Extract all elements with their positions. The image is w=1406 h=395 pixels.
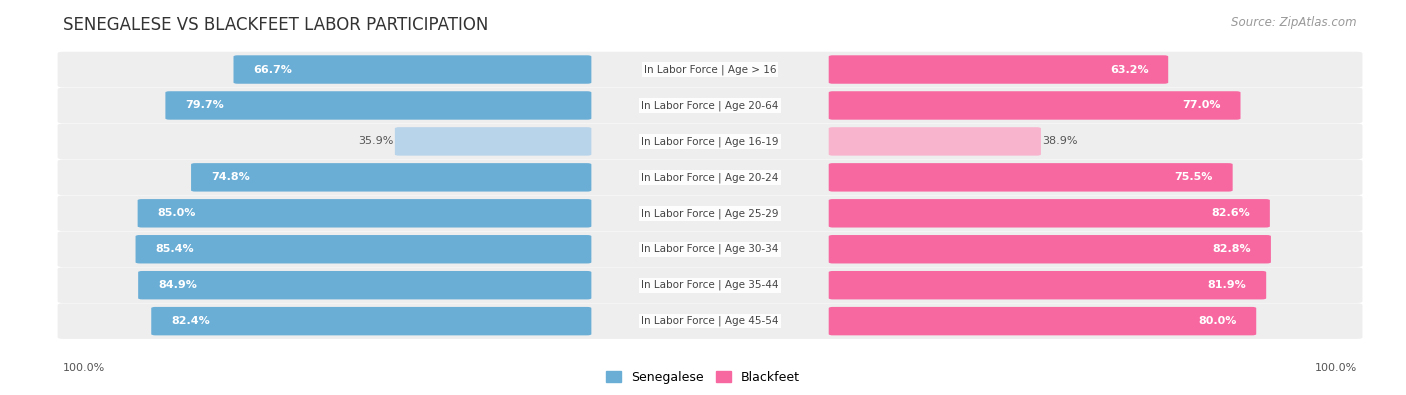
Text: 66.7%: 66.7% [253,64,292,75]
Text: 77.0%: 77.0% [1182,100,1220,111]
Text: 100.0%: 100.0% [1315,363,1357,373]
Text: 35.9%: 35.9% [359,136,394,147]
Text: In Labor Force | Age 16-19: In Labor Force | Age 16-19 [641,136,779,147]
Text: In Labor Force | Age 20-24: In Labor Force | Age 20-24 [641,172,779,182]
Text: SENEGALESE VS BLACKFEET LABOR PARTICIPATION: SENEGALESE VS BLACKFEET LABOR PARTICIPAT… [63,16,489,34]
Text: 84.9%: 84.9% [157,280,197,290]
Text: 63.2%: 63.2% [1109,64,1149,75]
Text: 38.9%: 38.9% [1042,136,1077,147]
Text: In Labor Force | Age 25-29: In Labor Force | Age 25-29 [641,208,779,218]
Text: In Labor Force | Age 30-34: In Labor Force | Age 30-34 [641,244,779,254]
Text: 100.0%: 100.0% [63,363,105,373]
Text: 82.4%: 82.4% [172,316,209,326]
Text: In Labor Force | Age 45-54: In Labor Force | Age 45-54 [641,316,779,326]
Text: In Labor Force | Age > 16: In Labor Force | Age > 16 [644,64,776,75]
Legend: Senegalese, Blackfeet: Senegalese, Blackfeet [600,366,806,389]
Text: 85.0%: 85.0% [157,208,195,218]
Text: In Labor Force | Age 20-64: In Labor Force | Age 20-64 [641,100,779,111]
Text: Source: ZipAtlas.com: Source: ZipAtlas.com [1232,16,1357,29]
Text: 85.4%: 85.4% [155,244,194,254]
Text: In Labor Force | Age 35-44: In Labor Force | Age 35-44 [641,280,779,290]
Text: 75.5%: 75.5% [1174,172,1213,182]
Text: 74.8%: 74.8% [211,172,249,182]
Text: 80.0%: 80.0% [1198,316,1236,326]
Text: 81.9%: 81.9% [1208,280,1247,290]
Text: 82.6%: 82.6% [1212,208,1250,218]
Text: 82.8%: 82.8% [1212,244,1251,254]
Text: 79.7%: 79.7% [186,100,224,111]
